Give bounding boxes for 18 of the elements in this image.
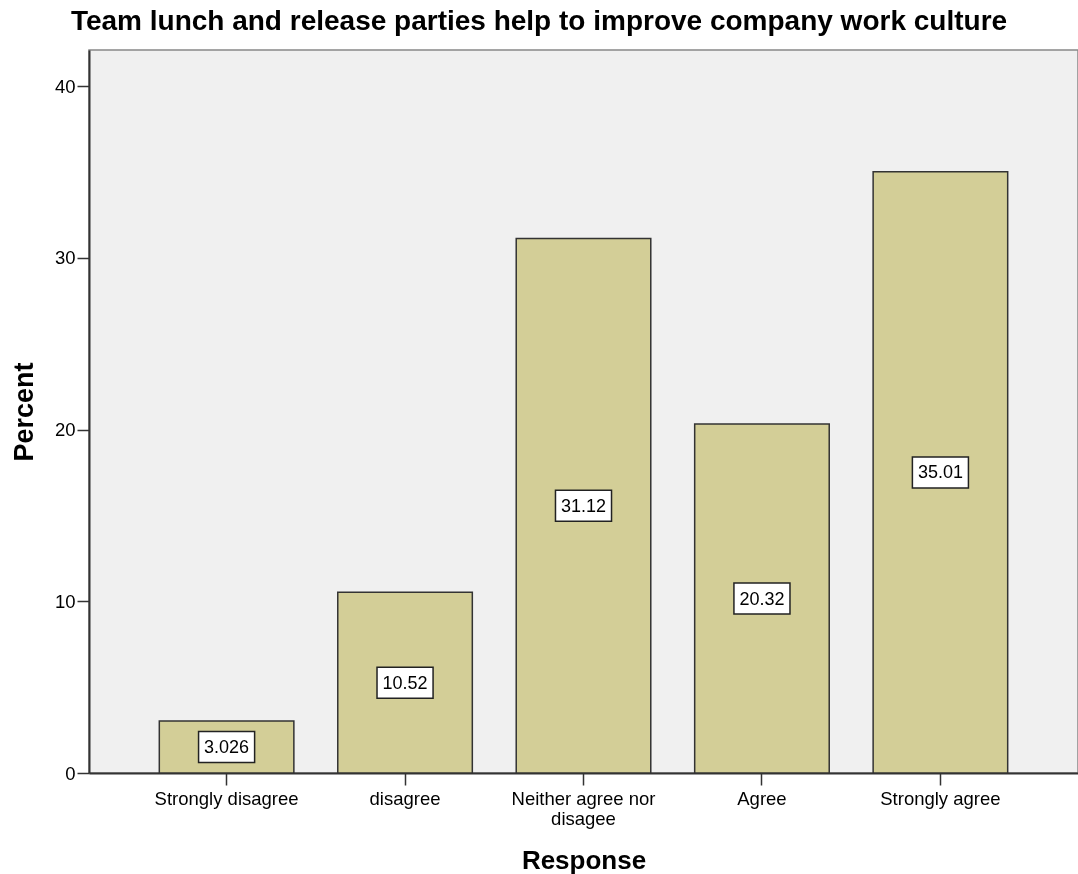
y-tick-label: 0 <box>65 762 76 784</box>
x-tick-label: Strongly disagree <box>154 787 299 809</box>
chart-title: Team lunch and release parties help to improve company work culture <box>70 5 1008 36</box>
y-tick-label: 10 <box>54 590 76 612</box>
x-tick-label: disagree <box>369 787 441 809</box>
data-label: 20.32 <box>739 588 785 609</box>
x-tick-label: Strongly agree <box>880 787 1001 809</box>
y-tick-label: 30 <box>54 247 76 269</box>
x-axis-title: Response <box>521 844 647 874</box>
x-tick-label: Agree <box>737 787 787 809</box>
y-tick-label: 40 <box>54 75 76 97</box>
data-label: 10.52 <box>382 672 428 693</box>
y-tick-label: 20 <box>54 419 76 441</box>
y-axis-title: Percent <box>8 362 39 462</box>
data-label: 35.01 <box>917 462 963 483</box>
data-label: 31.12 <box>560 495 607 516</box>
x-tick-label: Neither agree nor disagee <box>511 787 656 829</box>
data-label: 3.026 <box>204 737 250 758</box>
